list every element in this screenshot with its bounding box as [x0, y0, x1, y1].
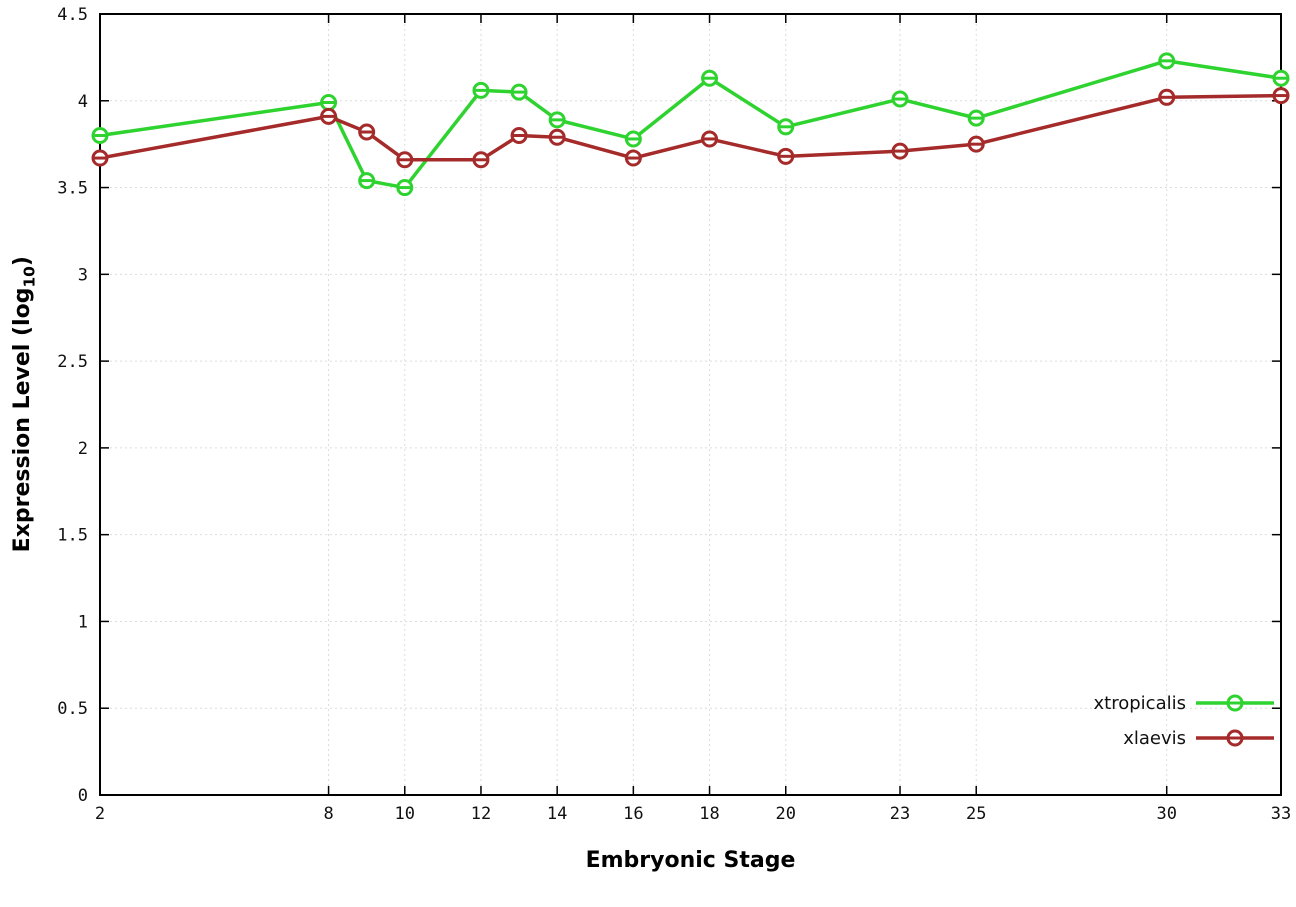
x-tick-label: 8 — [323, 804, 333, 824]
y-axis-label-main: Expression Level (log — [9, 287, 35, 553]
x-tick-label: 20 — [775, 804, 795, 824]
legend-label-xlaevis: xlaevis — [1123, 728, 1186, 749]
y-tick-label: 3.5 — [57, 179, 88, 199]
y-tick-label: 0.5 — [57, 699, 88, 719]
x-tick-label: 30 — [1156, 804, 1176, 824]
x-tick-label: 25 — [966, 804, 986, 824]
y-tick-label: 1 — [78, 612, 88, 632]
series-line-xlaevis — [99, 93, 1282, 162]
plot-frame — [99, 13, 1282, 796]
y-axis-label-wrap: Expression Level (log10) — [0, 14, 48, 795]
y-axis-label-sub: 10 — [20, 266, 39, 288]
y-tick-label: 2 — [78, 439, 88, 459]
x-axis-label: Embryonic Stage — [585, 848, 796, 873]
y-tick-label: 0 — [78, 786, 88, 806]
y-tick-label: 1.5 — [57, 526, 88, 546]
y-tick-label: 4 — [78, 92, 88, 112]
legend-label-xtropicalis: xtropicalis — [1094, 693, 1186, 714]
x-tick-label: 18 — [699, 804, 719, 824]
y-axis-label: Expression Level (log10) — [10, 256, 38, 552]
x-tick-label: 33 — [1271, 804, 1291, 824]
x-tick-label: 16 — [623, 804, 643, 824]
y-tick-label: 3 — [78, 265, 88, 285]
x-tick-label: 2 — [95, 804, 105, 824]
x-tick-label: 10 — [395, 804, 415, 824]
y-axis-label-suffix: ) — [9, 256, 35, 267]
x-tick-label: 12 — [471, 804, 491, 824]
y-tick-label: 4.5 — [57, 5, 88, 25]
y-tick-label: 2.5 — [57, 352, 88, 372]
x-tick-label: 23 — [890, 804, 910, 824]
x-tick-label: 14 — [547, 804, 567, 824]
